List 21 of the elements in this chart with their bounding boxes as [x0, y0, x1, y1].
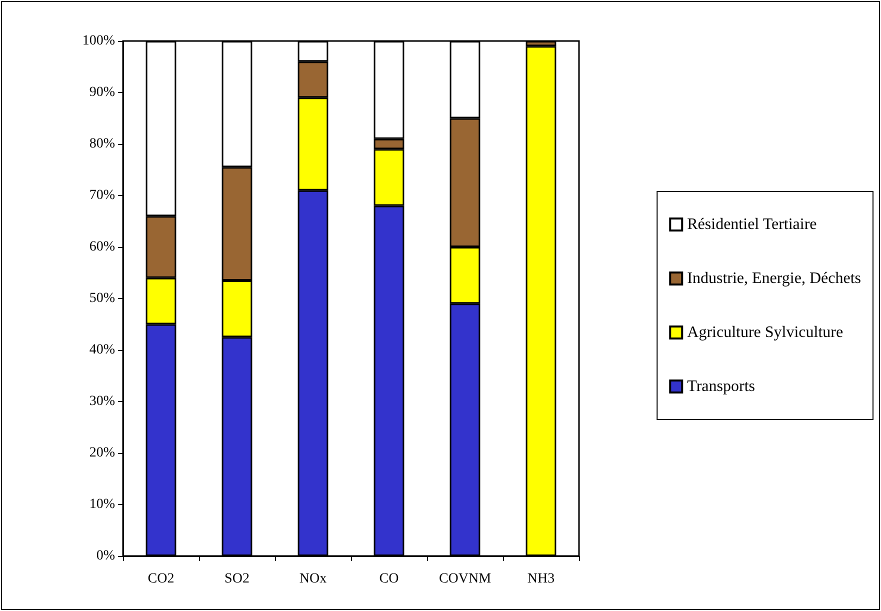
y-tick-label: 60%: [89, 240, 116, 254]
legend-label: Transports: [687, 378, 756, 395]
x-tick-label: NH3: [527, 572, 555, 586]
x-tick-label: SO2: [224, 572, 250, 586]
y-tick-label: 30%: [89, 394, 116, 409]
legend-label: Résidentiel Tertiaire: [687, 216, 817, 233]
y-tick-label: 20%: [89, 446, 116, 460]
x-tick-label: NOx: [299, 572, 327, 586]
x-tick-label: COVNM: [438, 572, 492, 586]
y-tick-label: 10%: [89, 497, 116, 512]
x-tick-label: CO: [379, 572, 399, 586]
y-tick-label: 50%: [89, 291, 116, 306]
y-tick-label: 90%: [89, 85, 116, 100]
y-tick-label: 100%: [82, 34, 116, 48]
x-tick-label: CO2: [148, 572, 174, 586]
legend-label: Industrie, Energie, Déchets: [687, 270, 862, 287]
y-tick-label: 80%: [89, 136, 116, 152]
y-tick-label: 40%: [89, 342, 116, 358]
legend-label: Agriculture Sylviculture: [687, 324, 844, 341]
y-tick-label: 0%: [96, 548, 116, 564]
y-tick-label: 70%: [89, 188, 116, 203]
